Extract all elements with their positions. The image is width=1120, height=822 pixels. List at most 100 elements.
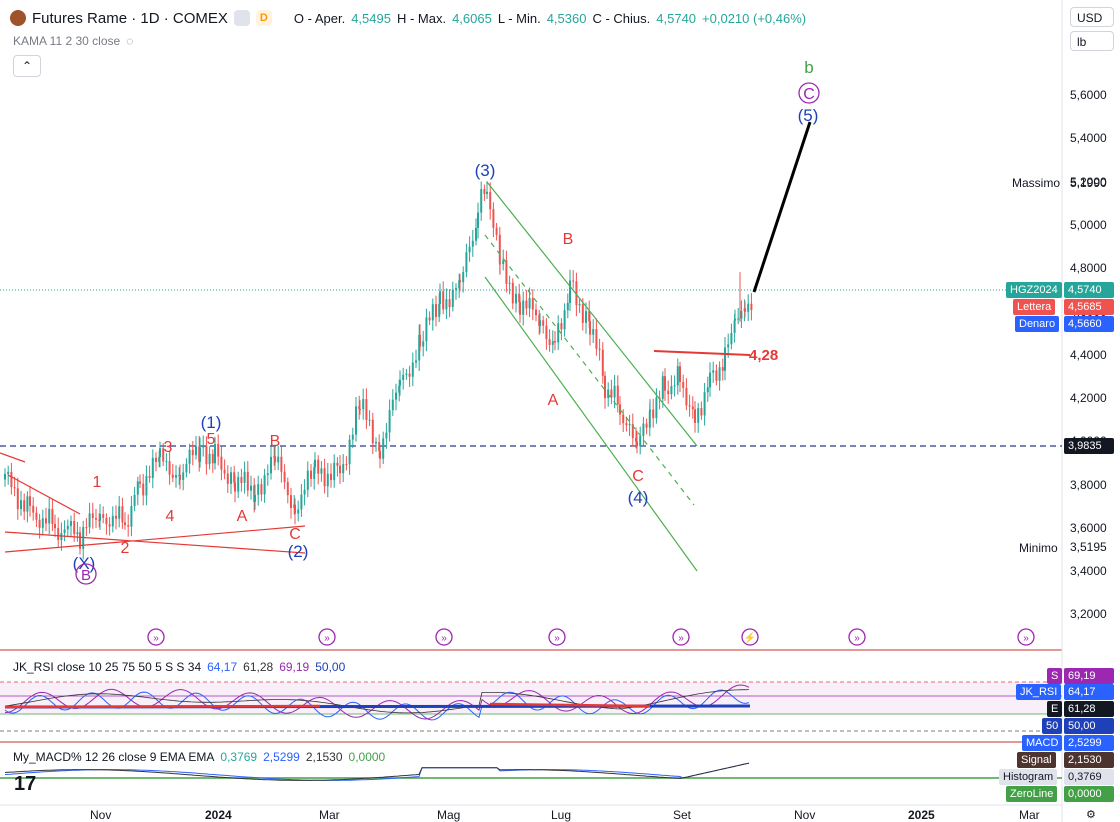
settings-icon[interactable]: ⚙	[1086, 809, 1096, 821]
candle-body	[91, 513, 94, 519]
candle-body	[277, 456, 280, 463]
candle-body	[581, 304, 584, 323]
candle-body	[108, 524, 111, 527]
candle-body	[486, 191, 488, 194]
candle-body	[217, 444, 220, 457]
candle-body	[691, 406, 694, 410]
price-tick: 3,6000	[1070, 521, 1107, 535]
zeroline-tag: ZeroLine	[1006, 786, 1058, 802]
candle-body	[431, 304, 434, 321]
candle-body	[575, 281, 578, 306]
price-tick: 4,4000	[1070, 348, 1107, 362]
candle-body	[348, 439, 351, 465]
unit-select[interactable]: lb	[1070, 31, 1114, 51]
level-428-label: 4,28	[749, 347, 778, 364]
candle-body	[118, 506, 121, 519]
time-label: Nov	[90, 808, 112, 822]
candle-body	[560, 323, 563, 330]
candle-body	[721, 367, 724, 371]
candle-body	[57, 528, 60, 541]
rsi-legend[interactable]: JK_RSI close 10 25 75 50 5 S S 34 64,17 …	[13, 660, 345, 674]
candle-body	[111, 515, 114, 527]
chart-header: Futures Rame · 1D · COMEX D O - Aper. 4,5…	[10, 8, 806, 28]
macd-v4: 0,0000	[348, 750, 386, 764]
low-value: 4,5360	[546, 10, 587, 26]
trend-red-base	[4, 525, 306, 553]
candle-body	[636, 441, 638, 447]
candle-body	[336, 462, 339, 466]
signal-value: 2,1530	[1064, 752, 1114, 768]
candle-body	[502, 260, 505, 265]
candle-body	[422, 341, 425, 347]
candle-body	[399, 379, 401, 386]
candle-body	[531, 298, 534, 310]
candle-body	[7, 471, 10, 474]
candle-body	[283, 471, 286, 483]
collapse-button[interactable]: ⌃	[13, 55, 41, 77]
price-tick: 4,2000	[1070, 391, 1107, 405]
candle-body	[168, 461, 171, 475]
candle-body	[655, 397, 658, 419]
candle-body	[358, 406, 361, 409]
candle-body	[439, 291, 441, 304]
event-glyph: »	[854, 633, 860, 644]
candle-body	[317, 459, 320, 474]
candle-body	[737, 318, 740, 320]
eye-off-icon[interactable]: ◌	[126, 34, 134, 48]
event-glyph: ⚡	[744, 631, 756, 644]
candle-body	[459, 280, 461, 283]
candle-body	[314, 459, 316, 468]
kama-indicator[interactable]: KAMA 11 2 30 close ◌	[13, 34, 133, 48]
candle-body	[35, 512, 38, 520]
candle-body	[566, 302, 569, 311]
ask-price-tag: 4,5685	[1064, 299, 1114, 315]
candle-body	[323, 468, 326, 487]
candle-body	[740, 311, 743, 319]
candle-body	[652, 409, 655, 419]
candle-body	[326, 473, 329, 487]
delay-badge[interactable]: D	[255, 10, 272, 26]
dividend-event-icon	[318, 628, 336, 646]
candle-body	[226, 473, 229, 484]
candle-body	[45, 518, 47, 524]
candle-body	[639, 435, 642, 447]
candle-body	[233, 472, 236, 483]
candle-body	[185, 463, 188, 473]
candle-body	[362, 399, 365, 410]
candle-body	[4, 473, 6, 480]
candle-body	[402, 374, 405, 380]
trend-red-upper	[7, 474, 81, 515]
bid-price-tag: 4,5660	[1064, 316, 1114, 332]
eye-badge[interactable]	[233, 10, 250, 26]
candle-body	[518, 293, 521, 303]
candle-body	[10, 471, 13, 488]
candle-body	[676, 366, 679, 386]
candle-body	[142, 483, 145, 496]
candle-body	[250, 485, 252, 491]
candle-body	[645, 423, 648, 428]
candle-body	[300, 494, 303, 510]
macd-legend[interactable]: My_MACD% 12 26 close 9 EMA EMA 0,3769 2,…	[13, 750, 385, 764]
candle-body	[16, 488, 19, 510]
currency-select[interactable]: USD	[1070, 7, 1114, 27]
candle-body	[588, 311, 591, 322]
wave-1s-label: 1	[93, 474, 102, 491]
candle-body	[442, 291, 445, 310]
candle-body	[237, 476, 240, 492]
time-label: 2024	[205, 808, 232, 822]
candle-body	[709, 372, 711, 388]
candle-body	[539, 320, 541, 326]
candle-body	[578, 304, 581, 306]
time-label: 2025	[908, 808, 935, 822]
time-label: Set	[673, 808, 692, 822]
candle-body	[727, 344, 730, 348]
wave-C-red-label: C	[632, 468, 644, 485]
symbol-title[interactable]: Futures Rame · 1D · COMEX	[32, 9, 228, 27]
massimo-value: 5,1990	[1070, 176, 1107, 190]
candle-body	[750, 303, 753, 310]
currency-value: USD	[1077, 11, 1103, 25]
histogram-tag: Histogram	[999, 769, 1058, 785]
candle-body	[124, 522, 126, 526]
candle-body	[246, 471, 249, 491]
